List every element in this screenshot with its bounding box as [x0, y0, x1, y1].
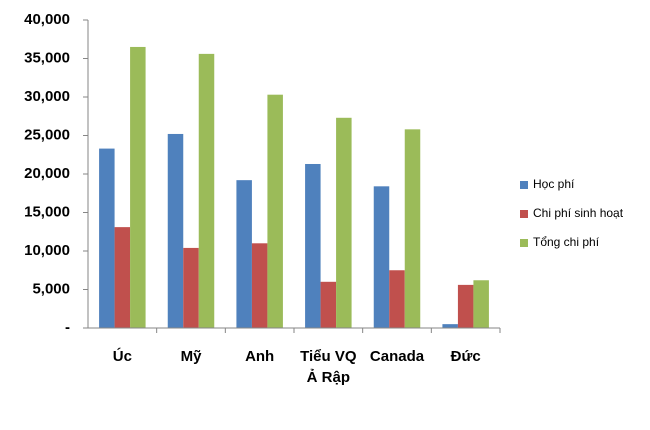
y-tick-label: 35,000: [24, 49, 70, 66]
bar: [99, 148, 115, 328]
bar: [442, 324, 458, 328]
bar: [404, 129, 421, 328]
x-tick-label: Anh: [245, 348, 275, 365]
legend-label: Chi phí sinh hoạt: [533, 206, 624, 220]
x-tick-label: Tiểu VQ Ả Rập: [300, 348, 357, 386]
bar: [320, 281, 337, 328]
legend-swatch: [520, 210, 528, 218]
bar: [267, 94, 283, 328]
bar: [473, 280, 489, 328]
y-tick-label: 25,000: [24, 126, 70, 143]
legend-label: Học phí: [533, 177, 575, 191]
bar: [336, 117, 352, 328]
bar: [167, 133, 184, 328]
y-tick-label: 40,000: [24, 11, 70, 28]
y-tick-label: 5,000: [32, 280, 70, 297]
bar: [305, 163, 321, 328]
y-tick-label: 15,000: [24, 203, 70, 220]
bar: [198, 53, 215, 328]
legend-label: Tổng chi phí: [533, 235, 600, 249]
legend-swatch: [520, 181, 528, 189]
bar: [114, 227, 131, 328]
bar: [130, 46, 146, 328]
bar: [457, 284, 474, 328]
x-tick-label: Đức: [450, 348, 481, 365]
x-tick-label: Mỹ: [180, 348, 202, 365]
y-tick-label: 10,000: [24, 242, 70, 259]
x-tick-label: Canada: [369, 348, 425, 365]
bar: [251, 243, 268, 328]
y-tick-label: 30,000: [24, 88, 70, 105]
bar: [183, 247, 199, 328]
y-tick-label: 20,000: [24, 165, 70, 182]
x-tick-label: Úc: [112, 348, 132, 365]
bar: [389, 270, 405, 328]
bar: [236, 180, 252, 328]
legend-swatch: [520, 239, 528, 247]
y-tick-label: -: [65, 319, 70, 336]
bar: [373, 186, 390, 328]
